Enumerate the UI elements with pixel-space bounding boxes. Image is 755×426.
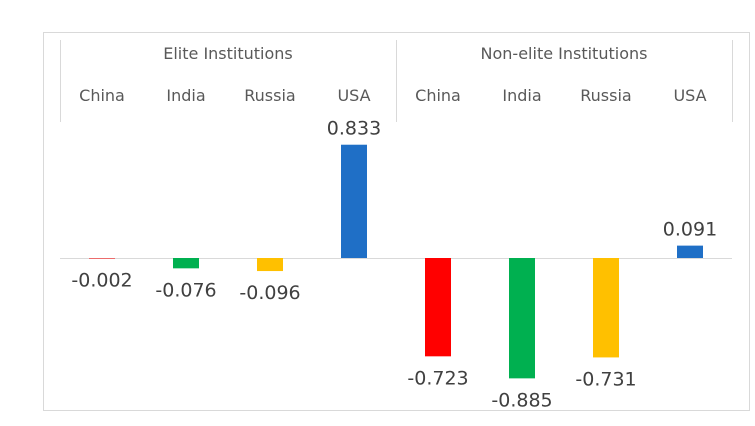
group-label-non-elite: Non-elite Institutions	[481, 44, 648, 63]
data-label-elite-china: -0.002	[71, 269, 132, 291]
bar-non-elite-russia	[593, 258, 619, 358]
bar-elite-india	[173, 258, 199, 269]
category-label-non-elite-usa: USA	[673, 86, 706, 105]
data-label-non-elite-china: -0.723	[407, 367, 468, 389]
category-label-non-elite-russia: Russia	[580, 86, 631, 105]
category-label-elite-china: China	[79, 86, 125, 105]
bar-elite-russia	[257, 258, 283, 272]
data-label-elite-russia: -0.096	[239, 282, 300, 304]
category-label-non-elite-india: India	[502, 86, 541, 105]
data-label-non-elite-usa: 0.091	[663, 219, 717, 241]
bar-elite-china	[89, 258, 115, 259]
data-label-non-elite-russia: -0.731	[575, 368, 636, 390]
data-label-elite-india: -0.076	[155, 279, 216, 301]
bar-non-elite-china	[425, 258, 451, 357]
bar-elite-usa	[341, 144, 367, 258]
category-label-elite-usa: USA	[337, 86, 370, 105]
data-label-elite-usa: 0.833	[327, 118, 381, 140]
data-label-non-elite-india: -0.885	[491, 389, 552, 411]
category-label-elite-russia: Russia	[244, 86, 295, 105]
category-label-elite-india: India	[166, 86, 205, 105]
bar-non-elite-india	[509, 258, 535, 379]
bar-non-elite-usa	[677, 245, 703, 258]
group-label-elite: Elite Institutions	[163, 44, 293, 63]
chart-marks: Elite Institutions China -0.002 India -0.076…	[71, 44, 717, 411]
category-label-non-elite-china: China	[415, 86, 461, 105]
